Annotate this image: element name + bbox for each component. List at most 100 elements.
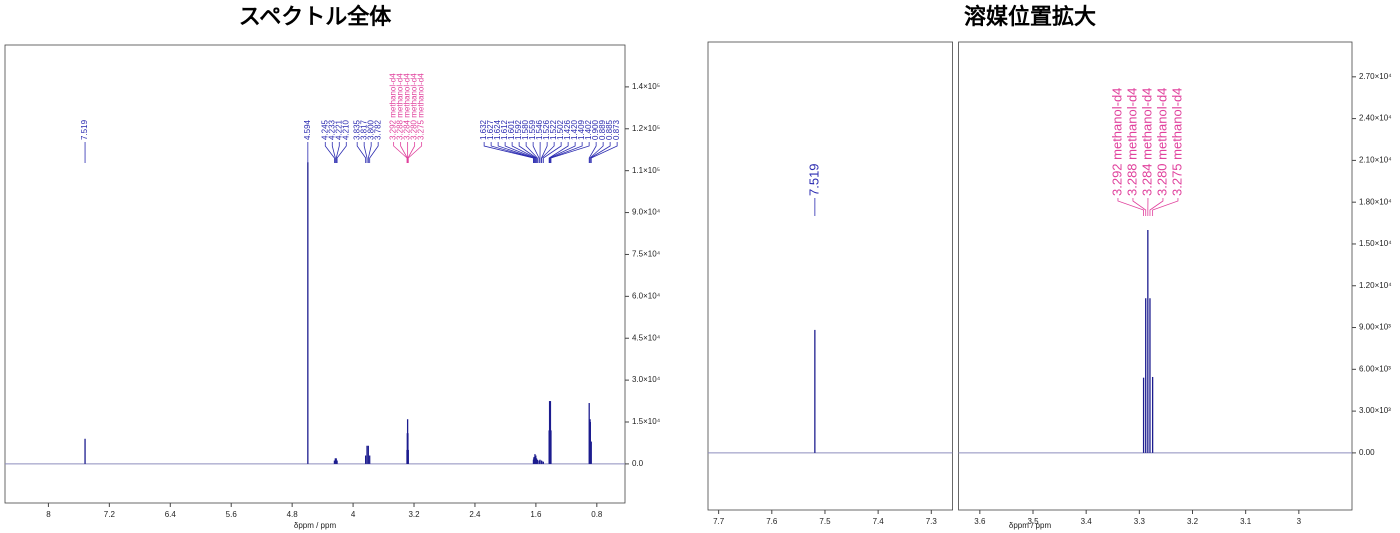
x-tick-label: 0.8	[591, 510, 603, 519]
peak-label: 0.889	[598, 119, 607, 140]
y-tick-label: 1.20×10⁴	[1359, 281, 1392, 290]
x-tick-label: 3.3	[1134, 517, 1146, 526]
peak-label: 4.221	[334, 119, 343, 140]
peak-label: 7.519	[80, 119, 89, 140]
x-tick-label: 3.5	[1027, 517, 1039, 526]
y-tick-label: 1.1×10⁵	[632, 166, 660, 175]
y-tick-label: 1.50×10⁴	[1359, 239, 1392, 248]
plot-frame	[4, 44, 626, 504]
x-tick-label: 3.2	[1187, 517, 1199, 526]
x-tick-label: 7.2	[104, 510, 116, 519]
x-tick-label: 6.4	[165, 510, 177, 519]
x-tick-label: 3.6	[974, 517, 986, 526]
peak-label-leader	[369, 142, 379, 163]
peak-label: 1.526	[542, 119, 551, 140]
x-tick-label: 2.4	[469, 510, 481, 519]
peak-label-leader	[324, 142, 335, 163]
peak-label-leader	[588, 142, 597, 163]
x-tick-label: 3	[1297, 517, 1302, 526]
x-tick-label: 8	[46, 510, 51, 519]
y-tick-label: 2.10×10⁴	[1359, 156, 1392, 165]
peak-label-leader	[589, 142, 611, 163]
peak-label: 0.885	[605, 119, 614, 140]
peak-label-leader	[335, 142, 340, 163]
y-tick-label: 1.4×10⁵	[632, 82, 660, 91]
peak-label: 1.559	[528, 119, 537, 140]
x-tick-label: 1.6	[530, 510, 542, 519]
peak-label: 1.522	[549, 119, 558, 140]
y-tick-label: 0.0	[632, 459, 644, 468]
peak-label-leader	[497, 142, 535, 163]
peak-label: 1.624	[493, 119, 502, 140]
x-tick-label: 7.4	[873, 517, 885, 526]
peak-label-leader	[541, 142, 555, 163]
peak-label-leader	[331, 142, 336, 163]
y-tick-label: 0.00	[1359, 448, 1375, 457]
peak-label: 1.592	[514, 119, 523, 140]
y-tick-label: 2.40×10⁴	[1359, 114, 1392, 123]
peak-label: 1.580	[521, 119, 530, 140]
peak-label: 1.409	[577, 119, 586, 140]
y-tick-label: 4.5×10⁴	[632, 333, 661, 342]
x-tick-label: 3.4	[1081, 517, 1093, 526]
y-tick-label: 2.70×10⁴	[1359, 72, 1392, 81]
y-tick-label: 1.5×10⁴	[632, 417, 661, 426]
x-tick-label: 4.8	[287, 510, 299, 519]
peak-label: 3.288 methanol-d4	[1124, 88, 1139, 196]
y-tick-label: 3.00×10³	[1359, 406, 1391, 415]
peak-label: 3.800	[366, 119, 375, 140]
peak-label: 1.402	[584, 119, 593, 140]
y-tick-label: 6.0×10⁴	[632, 291, 661, 300]
y-tick-label: 3.0×10⁴	[632, 375, 661, 384]
peak-label-leader	[511, 142, 537, 163]
y-tick-label: 6.00×10³	[1359, 364, 1391, 373]
x-axis-label: δppm / ppm	[294, 521, 337, 530]
peak-label-leader	[590, 142, 618, 163]
peak-label-leader	[504, 142, 536, 163]
peak-label: 3.275 methanol-d4	[1169, 88, 1184, 196]
peak-label: 1.502	[556, 119, 565, 140]
peak-label: 3.292 methanol-d4	[1109, 88, 1124, 196]
peak-label-leader	[407, 142, 416, 163]
peak-label-leader	[518, 142, 537, 163]
peak-label-leader	[525, 142, 538, 163]
y-tick-label: 9.0×10⁴	[632, 208, 661, 217]
chart-title: スペクトル全体	[239, 4, 392, 29]
y-tick-label: 1.2×10⁵	[632, 124, 660, 133]
peak-label: 0.900	[591, 119, 600, 140]
peak-label: 1.546	[535, 119, 544, 140]
x-tick-label: 3.1	[1240, 517, 1252, 526]
x-axis-label: δppm / ppm	[1009, 521, 1052, 530]
peak-label-leader	[400, 142, 408, 163]
peak-label: 7.519	[806, 163, 821, 196]
peak-label-leader	[550, 142, 583, 163]
peak-label: 1.420	[570, 119, 579, 140]
x-tick-label: 3.2	[408, 510, 420, 519]
peak-label-leader	[1117, 198, 1144, 216]
peak-label-leader	[1132, 198, 1147, 216]
peak-label: 3.284 methanol-d4	[403, 73, 412, 140]
peak-label: 4.210	[341, 119, 350, 140]
x-tick-label: 5.6	[226, 510, 238, 519]
peak-label-leader	[532, 142, 540, 163]
peak-label: 3.288 methanol-d4	[396, 73, 405, 140]
peak-label-leader	[367, 142, 372, 163]
peak-label: 3.284 methanol-d4	[1139, 88, 1154, 196]
y-tick-label: 1.80×10⁴	[1359, 197, 1392, 206]
y-tick-label: 7.5×10⁴	[632, 250, 661, 259]
plot-frame	[958, 41, 1353, 511]
chart-title: 溶媒位置拡大	[964, 4, 1096, 29]
x-tick-label: 7.7	[713, 517, 725, 526]
peak-label-leader	[550, 142, 590, 163]
peak-label: 3.275 methanol-d4	[417, 73, 426, 140]
peak-label: 1.601	[507, 119, 516, 140]
plot-frame	[707, 41, 953, 511]
x-tick-label: 7.6	[766, 517, 778, 526]
peak-label: 1.426	[563, 119, 572, 140]
peak-label: 4.245	[320, 119, 329, 140]
peak-label-leader	[542, 142, 562, 163]
peak-label: 1.627	[486, 119, 495, 140]
peak-label: 3.835	[352, 119, 361, 140]
peak-label: 3.292 methanol-d4	[389, 73, 398, 140]
peak-label: 1.612	[500, 119, 509, 140]
